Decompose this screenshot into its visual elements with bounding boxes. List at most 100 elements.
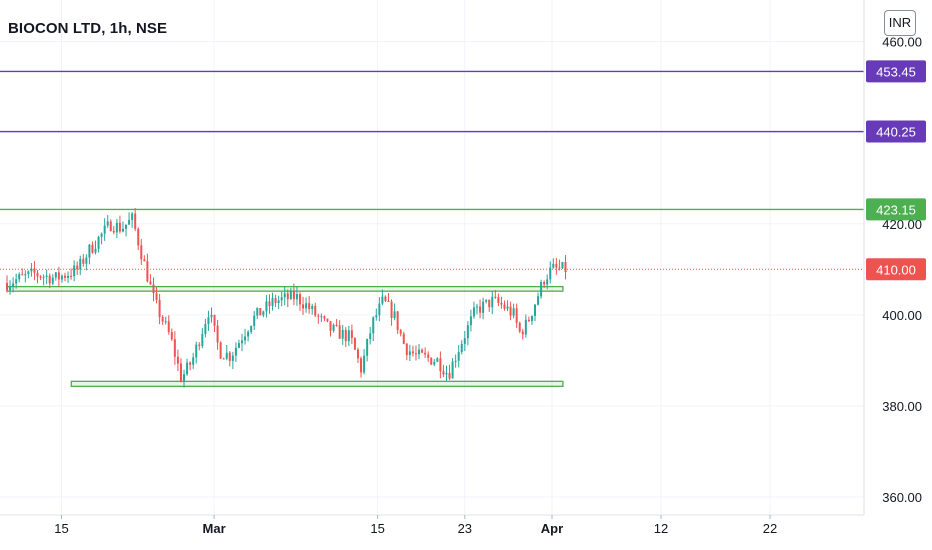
candle-body: [112, 230, 115, 233]
candle-body: [549, 267, 552, 280]
candle-body: [201, 333, 204, 346]
x-tick-label: 15: [370, 521, 384, 536]
candle-body: [524, 319, 527, 335]
candle-body: [21, 274, 24, 276]
candle-body: [33, 268, 36, 273]
candle-body: [320, 316, 323, 318]
candle-body: [540, 281, 543, 297]
candle-body: [134, 213, 137, 229]
candle-body: [344, 329, 347, 342]
candle-body: [491, 296, 494, 308]
candle-body: [222, 358, 225, 360]
candle-body: [167, 321, 170, 332]
price-line-label: 440.25: [876, 125, 916, 140]
x-tick-label: 22: [763, 521, 777, 536]
grid: [0, 0, 864, 515]
candle-body: [366, 338, 369, 356]
candle-body: [298, 294, 301, 305]
candle-body: [329, 321, 332, 331]
candle-body: [454, 360, 457, 362]
candle-body: [256, 308, 259, 316]
candle-body: [500, 302, 503, 305]
candle-body: [192, 357, 195, 365]
candle-body: [170, 331, 173, 340]
candle-body: [521, 331, 524, 335]
candle-body: [527, 319, 530, 322]
candle-body: [149, 281, 152, 285]
candle-body: [372, 317, 375, 334]
candle-body: [485, 299, 488, 302]
time-axis[interactable]: 15 Mar 15 23 Apr 12 22: [54, 515, 777, 536]
y-tick-label: 460.00: [882, 35, 922, 50]
candle-body: [411, 351, 414, 354]
candle-body: [97, 236, 100, 249]
candle-body: [152, 284, 155, 294]
price-line-label-bg: [866, 198, 926, 221]
candle-body: [67, 275, 70, 278]
candle-body: [82, 258, 85, 264]
chart-title: BIOCON LTD, 1h, NSE: [8, 20, 168, 37]
candle-body: [393, 311, 396, 318]
candle-body: [225, 352, 228, 359]
candle-body: [277, 300, 280, 304]
candlesticks: [6, 207, 567, 388]
candle-body: [476, 306, 479, 308]
candle-body: [219, 342, 222, 359]
candle-body: [51, 277, 54, 284]
candle-body: [15, 279, 18, 284]
price-axis[interactable]: 360.00 380.00 400.00 420.00 460.00: [882, 35, 922, 505]
candle-body: [234, 347, 237, 356]
candle-body: [552, 263, 555, 268]
zone-rect: [70, 380, 564, 387]
candle-body: [292, 290, 295, 300]
candle-body: [530, 315, 533, 322]
candle-body: [183, 374, 186, 382]
candle-body: [405, 343, 408, 355]
candle-body: [308, 303, 311, 310]
currency-button[interactable]: INR: [884, 10, 916, 36]
candle-body: [338, 325, 341, 339]
candle-body: [85, 257, 88, 264]
candle-body: [250, 326, 253, 332]
candle-body: [94, 248, 97, 253]
candle-body: [39, 276, 42, 278]
candle-body: [384, 296, 387, 301]
candle-body: [125, 224, 128, 229]
candle-body: [469, 316, 472, 326]
candle-body: [311, 305, 314, 310]
x-tick-label: 12: [654, 521, 668, 536]
candle-body: [253, 315, 256, 327]
candle-body: [414, 353, 417, 355]
candle-body: [561, 262, 564, 269]
candle-body: [54, 272, 57, 278]
candle-body: [543, 281, 546, 285]
candle-body: [466, 325, 469, 339]
candle-body: [396, 311, 399, 331]
candle-body: [427, 354, 430, 358]
candle-body: [558, 267, 561, 269]
y-tick-label: 420.00: [882, 217, 922, 232]
candle-body: [106, 221, 109, 226]
candle-body: [115, 222, 118, 233]
candle-body: [564, 262, 567, 273]
candle-body: [323, 316, 326, 319]
candle-body: [210, 314, 213, 318]
candle-body: [430, 357, 433, 365]
candle-body: [176, 356, 179, 364]
candle-body: [268, 301, 271, 306]
x-tick-label: 23: [458, 521, 472, 536]
candle-body: [121, 228, 124, 232]
candle-body: [305, 303, 308, 309]
candle-body: [216, 325, 219, 343]
candle-body: [241, 340, 244, 344]
candle-body: [497, 297, 500, 303]
y-tick-label: 380.00: [882, 399, 922, 414]
candle-body: [12, 283, 15, 287]
candle-body: [546, 279, 549, 285]
candle-body: [381, 296, 384, 304]
candle-body: [27, 271, 30, 275]
candle-body: [79, 258, 82, 270]
candle-body: [356, 349, 359, 359]
